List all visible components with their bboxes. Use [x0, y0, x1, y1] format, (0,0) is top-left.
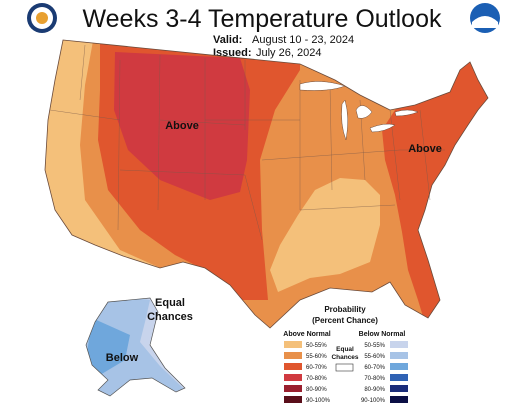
region-rockies-70-80 [114, 52, 250, 200]
legend-above-label-2: 55-60% [306, 354, 327, 360]
legend-below-swatch-6 [390, 396, 408, 403]
legend-above-swatch-3 [284, 363, 302, 370]
legend-above-bins: 50-55% 55-60% 60-70% 70-80% 80-90% 90-100% [284, 341, 331, 404]
legend-above-swatch-6 [284, 396, 302, 403]
legend-above-swatch-5 [284, 385, 302, 392]
state-borders [49, 44, 445, 241]
legend-below-swatch-4 [390, 374, 408, 381]
legend-equal-line2: Chances [331, 354, 358, 361]
legend-title-line2: (Percent Chance) [312, 316, 378, 325]
legend-above-swatch-1 [284, 341, 302, 348]
legend-below-swatch-3 [390, 363, 408, 370]
label-equal-chances-line1: Equal [155, 297, 185, 309]
legend-above-header: Above Normal [283, 331, 331, 338]
region-west-coast-50-55 [45, 40, 165, 270]
legend-below-label-2: 55-60% [364, 354, 385, 360]
legend-above-label-5: 80-90% [306, 387, 327, 393]
legend-above-label-3: 60-70% [306, 365, 327, 371]
legend-below-swatch-2 [390, 352, 408, 359]
legend-above-label-4: 70-80% [306, 376, 327, 382]
legend-equal-swatch [335, 363, 354, 372]
issued-value: July 26, 2024 [256, 47, 321, 59]
legend-below-label-5: 80-90% [364, 387, 385, 393]
legend-below-swatch-5 [390, 385, 408, 392]
legend-equal-line1: Equal [336, 346, 354, 353]
noaa-logo-icon [470, 3, 500, 33]
legend-below-label-1: 50-55% [364, 343, 385, 349]
page-title: Weeks 3-4 Temperature Outlook [83, 5, 442, 33]
valid-label: Valid: [213, 34, 242, 46]
legend: Probability (Percent Chance) Above Norma… [283, 305, 408, 404]
legend-below-header: Below Normal [359, 331, 406, 338]
legend-title-line1: Probability [324, 305, 366, 314]
legend-below-label-6: 90-100% [361, 398, 386, 404]
legend-below-bins: 50-55% 55-60% 60-70% 70-80% 80-90% 90-100% [361, 341, 408, 404]
valid-value: August 10 - 23, 2024 [252, 34, 354, 46]
legend-above-label-6: 90-100% [306, 398, 331, 404]
label-above-east: Above [408, 143, 442, 155]
legend-above-swatch-2 [284, 352, 302, 359]
contiguous-us-map [44, 39, 489, 329]
alaska-region-55-60-below [86, 298, 185, 396]
alaska-region-60-70-below [86, 318, 130, 375]
alaska-map [85, 297, 186, 397]
us-outline [44, 39, 489, 329]
alaska-outline [85, 297, 186, 397]
legend-above-swatch-4 [284, 374, 302, 381]
label-equal-chances-line2: Chances [147, 311, 193, 323]
region-south-50-55 [270, 178, 380, 292]
label-above-west: Above [165, 120, 199, 132]
legend-above-label-1: 50-55% [306, 343, 327, 349]
great-lakes [299, 81, 419, 141]
legend-below-swatch-1 [390, 341, 408, 348]
legend-below-label-3: 60-70% [364, 365, 385, 371]
label-below: Below [106, 352, 139, 364]
commerce-seal-icon [27, 3, 57, 33]
legend-below-label-4: 70-80% [364, 376, 385, 382]
